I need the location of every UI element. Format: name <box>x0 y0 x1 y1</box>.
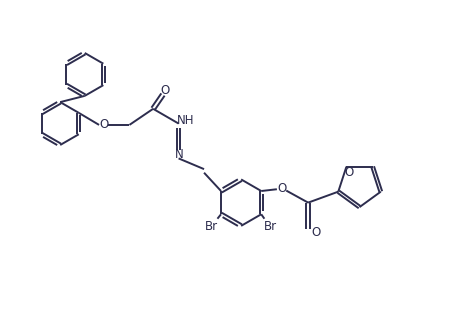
Text: Br: Br <box>264 220 277 233</box>
Text: O: O <box>277 182 286 195</box>
Text: Br: Br <box>205 220 218 233</box>
Text: O: O <box>99 118 108 130</box>
Text: O: O <box>160 84 170 97</box>
Text: O: O <box>312 226 321 239</box>
Text: O: O <box>344 166 353 179</box>
Text: NH: NH <box>176 114 194 127</box>
Text: N: N <box>175 148 184 161</box>
